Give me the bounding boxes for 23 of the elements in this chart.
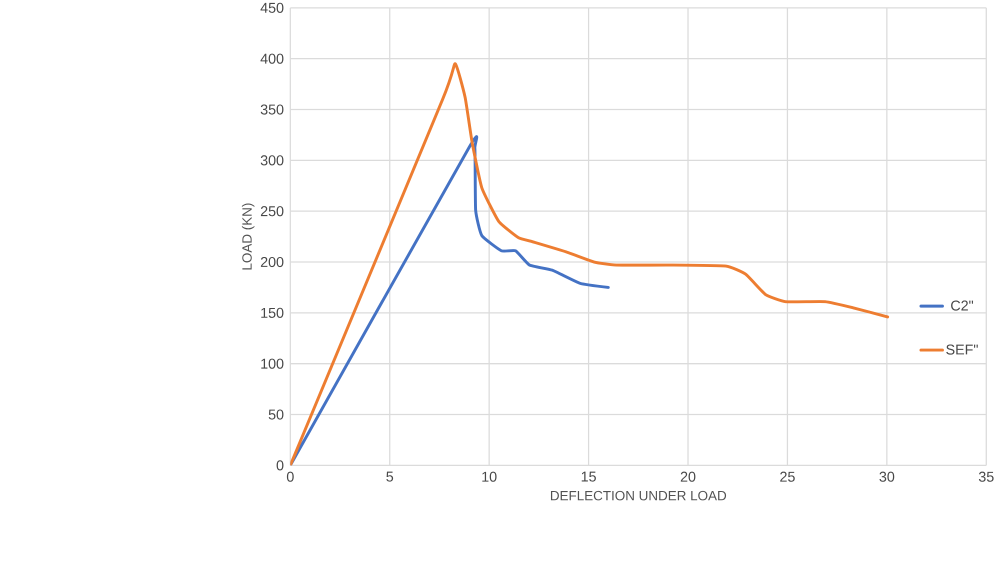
x-tick-label: 15 [582, 472, 596, 482]
line-series [290, 62, 890, 466]
y-tick-label: 150 [261, 308, 284, 318]
legend-label: C2" [951, 300, 974, 311]
x-tick-label: 20 [680, 472, 696, 482]
y-tick-label: 450 [260, 2, 284, 13]
x-tick-label: 10 [482, 472, 497, 482]
y-tick-label: 200 [260, 256, 284, 268]
y-tick-label: 100 [261, 358, 284, 369]
x-axis-title: DEFLECTION UNDER LOAD [550, 490, 726, 500]
y-tick-label: 300 [260, 155, 284, 166]
y-tick-label: 400 [260, 54, 284, 64]
x-tick-label: 30 [879, 472, 894, 482]
y-tick-label: 250 [260, 206, 284, 216]
legend-label: SEF" [946, 344, 978, 355]
x-tick-label: 0 [286, 472, 294, 482]
x-tick-label: 5 [386, 472, 394, 482]
y-tick-label: 350 [260, 104, 284, 115]
x-tick-label: 25 [780, 472, 795, 482]
y-tick-label: 0 [276, 460, 284, 470]
y-tick-label: 50 [268, 409, 284, 420]
y-axis-title: LOAD (KN) [242, 203, 254, 270]
x-tick-label: 35 [978, 472, 994, 482]
